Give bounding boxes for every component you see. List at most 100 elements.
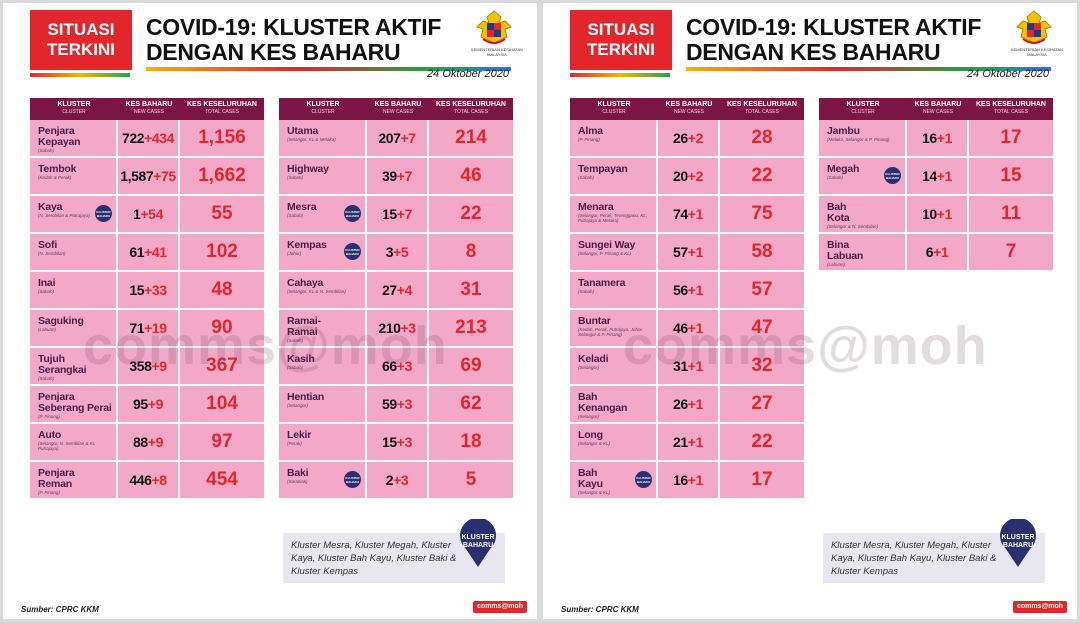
- total-cases-cell: 22: [751, 431, 773, 452]
- new-cases-added: +1: [687, 472, 704, 488]
- table-row: Megah (Sabah) KLUSTER BAHARU 14+1 15: [819, 158, 1053, 196]
- header-new: KES BAHARU NEW CASES: [907, 98, 969, 120]
- total-cases-cell: 69: [460, 355, 482, 376]
- table-row: Tanamera (Sabah) 56+1 57: [570, 272, 804, 310]
- total-cases-cell: 7: [1005, 241, 1017, 262]
- total-cases-cell: 102: [206, 241, 238, 262]
- header-total-label: KES KESELURUHAN: [726, 101, 797, 108]
- cluster-name: Highway: [287, 163, 329, 175]
- new-cluster-list: Kluster Mesra, Kluster Megah, Kluster Ka…: [831, 540, 997, 577]
- total-cases-cell: 32: [751, 355, 773, 376]
- header-cluster: KLUSTER CLUSTER: [30, 98, 118, 120]
- header-new-sublabel: NEW CASES: [382, 109, 413, 115]
- table-row: Alma (P. Pinang) 26+2 28: [570, 120, 804, 158]
- new-cluster-icon: KLUSTER BAHARU: [95, 205, 112, 222]
- header-total: KES KESELURUHAN TOTAL CASES: [180, 98, 264, 120]
- total-cases-cell: 17: [751, 469, 773, 490]
- cluster-location: (Melaka, Selangor & P. Pinang): [827, 137, 890, 142]
- badge-line: TERKINI: [47, 40, 115, 59]
- new-cases-base: 16: [673, 472, 688, 488]
- new-cases-base: 15: [382, 434, 397, 450]
- cluster-name: Kenangan: [578, 402, 628, 414]
- cluster-name: Auto: [38, 429, 62, 441]
- table-row: Bah Kayu (Selangor & KL) KLUSTER BAHARU 16+1…: [570, 462, 804, 500]
- cluster-cell: Kasih (Sabah): [279, 348, 367, 384]
- infographic-panel-1: SITUASI TERKINI COVID-19: KLUSTER AKTIF DEN…: [3, 3, 537, 619]
- new-cases-added: +7: [396, 206, 413, 222]
- new-cases-added: +1: [936, 130, 953, 146]
- cluster-cell: Long (Selangor & KL): [570, 424, 658, 460]
- cluster-location: (Kedah, Perak, Putrajaya, Johor, Selango…: [578, 327, 644, 337]
- cluster-name: Kaya: [38, 201, 63, 213]
- header-cluster-label: KLUSTER: [597, 101, 631, 108]
- new-cases-base: 446: [129, 472, 152, 488]
- header-cluster-label: KLUSTER: [306, 101, 340, 108]
- new-cases-added: +1: [687, 282, 704, 298]
- malaysia-crest-icon: [471, 9, 517, 55]
- new-cases-cell: 722+434: [118, 120, 180, 156]
- cluster-location: (Selangor, Perak, Terengganu, KL, Putraj…: [578, 213, 648, 223]
- cluster-name: Ramai: [287, 326, 318, 338]
- header-new-sublabel: NEW CASES: [673, 109, 704, 115]
- header-new-sublabel: NEW CASES: [133, 109, 164, 115]
- table-row: Highway (Sabah) 39+7 46: [279, 158, 513, 196]
- cluster-name: Megah: [827, 163, 860, 175]
- cluster-cell: Penjara Reman (P. Pinang): [30, 462, 118, 498]
- total-cases-cell: 48: [211, 279, 233, 300]
- cluster-name: Sofi: [38, 239, 58, 251]
- cluster-cell: Kempas (Johor) KLUSTER BAHARU: [279, 234, 367, 270]
- cluster-cell: Mesra (Sabah) KLUSTER BAHARU: [279, 196, 367, 232]
- cluster-cell: Kaya (N. Sembilan & Putrajaya) KLUSTER BAH…: [30, 196, 118, 232]
- kluster-baharu-pin-icon: KLUSTER BAHARU: [458, 517, 498, 569]
- cluster-cell: Alma (P. Pinang): [570, 120, 658, 156]
- cluster-cell: Tempayan (Sabah): [570, 158, 658, 194]
- new-cluster-list: Kluster Mesra, Kluster Megah, Kluster Ka…: [291, 540, 457, 577]
- total-cases-cell: 62: [460, 393, 482, 414]
- report-date: 24 Oktober 2020: [427, 68, 509, 80]
- new-cases-added: +1: [687, 434, 704, 450]
- new-cases-cell: 26+2: [658, 120, 720, 156]
- new-cases-cell: 15+7: [367, 196, 429, 232]
- new-cases-base: 1: [133, 206, 141, 222]
- table-row: Tempayan (Sabah) 20+2 22: [570, 158, 804, 196]
- cluster-name: Hentian: [287, 391, 325, 403]
- cluster-name: Bah: [578, 391, 598, 403]
- cluster-name: Bah: [827, 201, 847, 213]
- new-cases-added: +3: [396, 358, 413, 374]
- table-row: Penjara Kepayan (Sabah) 722+434 1,156: [30, 120, 264, 158]
- new-cases-base: 31: [673, 358, 688, 374]
- title-line: DENGAN KES BAHARU: [686, 39, 941, 65]
- cluster-location: (Perak): [287, 441, 302, 446]
- cluster-cell: Tanamera (Sabah): [570, 272, 658, 308]
- badge-line: SITUASI: [47, 20, 115, 39]
- table-header: KLUSTER CLUSTER KES BAHARU NEW CASES KES KES…: [279, 98, 513, 120]
- new-cases-added: +1: [687, 206, 704, 222]
- cluster-location: (Sabah): [38, 289, 55, 294]
- header-new-label: KES BAHARU: [125, 101, 173, 108]
- cluster-location: (Selangor, KL & N. Sembilan): [287, 289, 346, 294]
- page-title: COVID-19: KLUSTER AKTIF DENGAN KES BAHARU: [686, 15, 981, 65]
- table-row: Sungei Way (Selangor, P. Pinang & KL) 57+1…: [570, 234, 804, 272]
- cluster-name: Kota: [827, 212, 850, 224]
- header-total-sublabel: TOTAL CASES: [454, 109, 488, 115]
- cluster-name: Mesra: [287, 201, 317, 213]
- new-cases-added: +2: [687, 168, 704, 184]
- new-cases-cell: 61+41: [118, 234, 180, 270]
- table-row: Saguking (Labuan) 71+19 90: [30, 310, 264, 348]
- cluster-cell: Keladi (Selangor): [570, 348, 658, 384]
- header-total-sublabel: TOTAL CASES: [205, 109, 239, 115]
- table-row: Menara (Selangor, Perak, Terengganu, KL, …: [570, 196, 804, 234]
- header-total-label: KES KESELURUHAN: [435, 101, 506, 108]
- table-header: KLUSTER CLUSTER KES BAHARU NEW CASES KES KES…: [570, 98, 804, 120]
- table-row: Kempas (Johor) KLUSTER BAHARU 3+5 8: [279, 234, 513, 272]
- total-cases-cell: 90: [211, 317, 233, 338]
- ministry-name: KEMENTERIAN KESIHATAN MALAYSIA: [1010, 47, 1064, 57]
- new-cases-base: 27: [382, 282, 397, 298]
- new-cases-added: +54: [140, 206, 163, 222]
- cluster-name: Saguking: [38, 315, 84, 327]
- report-date: 24 Oktober 2020: [967, 68, 1049, 80]
- new-cases-cell: 74+1: [658, 196, 720, 232]
- new-cases-added: +3: [396, 396, 413, 412]
- new-cases-added: +1: [687, 320, 704, 336]
- header-total: KES KESELURUHAN TOTAL CASES: [969, 98, 1053, 120]
